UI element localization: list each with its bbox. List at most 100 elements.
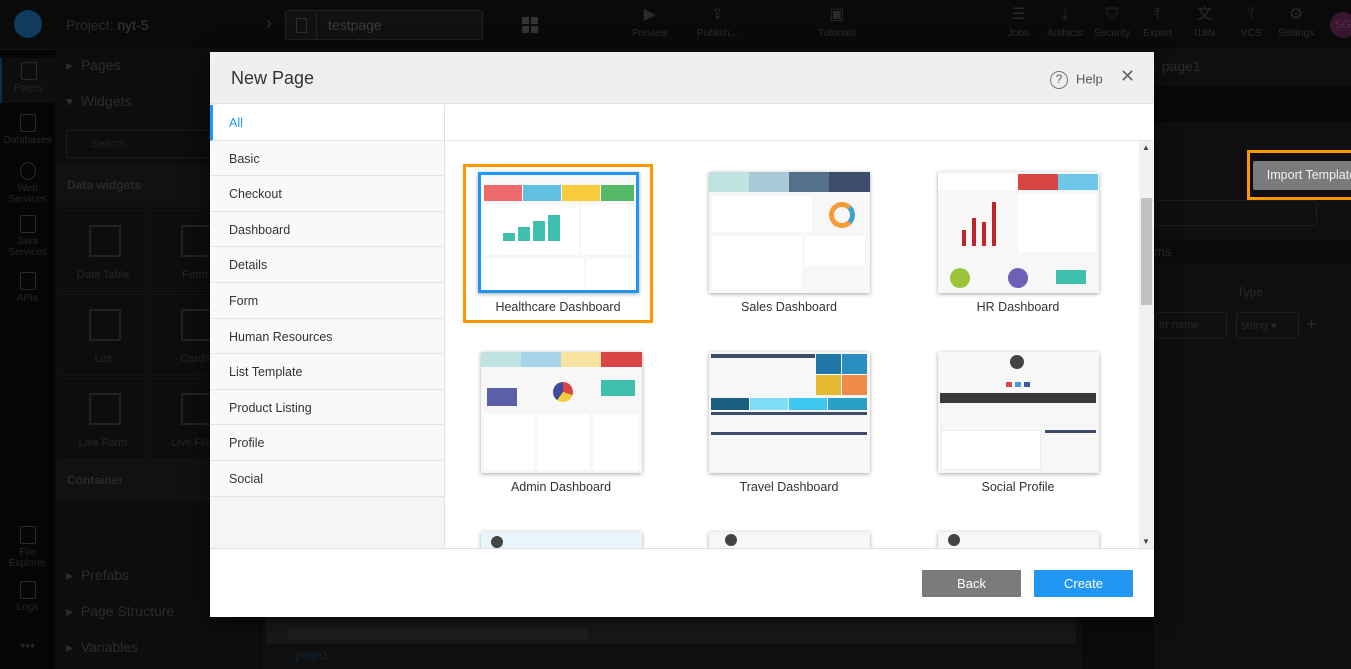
globe-icon bbox=[19, 162, 36, 180]
form-icon bbox=[181, 225, 213, 257]
category-profile[interactable]: Profile bbox=[210, 425, 444, 461]
youtube-icon: ▣ bbox=[829, 6, 845, 23]
chevron-right-icon: › bbox=[266, 13, 272, 33]
rail-web-services[interactable]: Web Services bbox=[0, 162, 55, 205]
help-button[interactable]: ? Help bbox=[1050, 71, 1103, 89]
rail-label: APIs bbox=[16, 293, 39, 304]
category-checkout[interactable]: Checkout bbox=[210, 176, 444, 212]
create-button[interactable]: Create bbox=[1034, 570, 1133, 597]
tutorials-button[interactable]: ▣ Tutorials bbox=[818, 6, 856, 39]
page-tab[interactable]: page1 bbox=[295, 648, 329, 662]
widget-live-filter[interactable]: Live Filter bbox=[150, 378, 240, 460]
category-all[interactable]: All bbox=[210, 105, 444, 141]
template-thumbnail bbox=[937, 172, 1099, 293]
rail-pages[interactable]: Pages bbox=[0, 58, 55, 103]
widget-label: Form bbox=[182, 269, 208, 281]
rail-logs[interactable]: Logs bbox=[0, 581, 55, 613]
prefabs-section[interactable]: ▸ Prefabs bbox=[66, 567, 130, 583]
jobs-button[interactable]: ☰ Jobs bbox=[1008, 6, 1029, 39]
template-profile-1[interactable] bbox=[466, 532, 656, 548]
pages-icon bbox=[20, 62, 37, 80]
params-section: ms bbox=[1154, 240, 1351, 264]
template-thumbnail bbox=[937, 532, 1099, 548]
publish-label: Publish... bbox=[697, 28, 739, 39]
artifacts-button[interactable]: ⤓ Artifacts bbox=[1047, 6, 1083, 39]
rail-databases[interactable]: Databases bbox=[0, 114, 55, 146]
close-icon[interactable]: ✕ bbox=[1120, 66, 1136, 86]
scroll-down-icon[interactable]: ▼ bbox=[1142, 537, 1150, 546]
file-icon bbox=[296, 18, 307, 33]
widget-data-table[interactable]: Data Table bbox=[58, 210, 148, 292]
scroll-up-icon[interactable]: ▲ bbox=[1142, 143, 1150, 152]
widgets-section[interactable]: ▾ Widgets bbox=[66, 93, 132, 109]
template-profile-3[interactable] bbox=[923, 532, 1113, 548]
rail-java-services[interactable]: Java Services bbox=[0, 215, 55, 258]
database-icon bbox=[19, 114, 36, 132]
category-human-resources[interactable]: Human Resources bbox=[210, 318, 444, 355]
template-hr-dashboard[interactable]: HR Dashboard bbox=[923, 172, 1113, 314]
rail-file-explorer[interactable]: File Explorer bbox=[0, 526, 55, 569]
template-social-profile[interactable]: Social Profile bbox=[923, 352, 1113, 494]
settings-label: Settings bbox=[1278, 28, 1315, 39]
template-sales-dashboard[interactable]: Sales Dashboard bbox=[694, 172, 884, 314]
param-name-input[interactable]: er name bbox=[1154, 312, 1227, 339]
type-select[interactable]: string ▾ bbox=[1236, 312, 1299, 339]
grid-icon[interactable] bbox=[522, 17, 538, 33]
add-icon[interactable]: + bbox=[1306, 314, 1317, 334]
template-label: HR Dashboard bbox=[976, 300, 1060, 314]
properties-tabs bbox=[1154, 86, 1351, 122]
pages-section[interactable]: ▸ Pages bbox=[66, 57, 121, 73]
widget-label: Data Table bbox=[76, 269, 130, 281]
category-dashboard[interactable]: Dashboard bbox=[210, 211, 444, 248]
dialog-header: New Page ? Help ✕ bbox=[210, 52, 1154, 104]
import-template-button[interactable]: Import Template bbox=[1253, 161, 1351, 190]
template-scrollbar[interactable]: ▲ ▼ bbox=[1139, 141, 1154, 548]
page-selector[interactable]: testpage bbox=[285, 10, 538, 40]
avatar[interactable]: SG bbox=[1330, 12, 1351, 38]
variables-section[interactable]: ▸ Variables bbox=[66, 639, 139, 655]
rail-label: File Explorer bbox=[8, 547, 47, 569]
category-form[interactable]: Form bbox=[210, 282, 444, 319]
scroll-thumb[interactable] bbox=[1141, 198, 1152, 305]
import-template-highlight bbox=[1247, 150, 1351, 200]
security-button[interactable]: ⛉ Security bbox=[1094, 6, 1130, 39]
project-label: Project: bbox=[66, 17, 114, 33]
category-basic[interactable]: Basic bbox=[210, 140, 444, 177]
rail-apis[interactable]: APIs bbox=[0, 272, 55, 304]
widget-live-form[interactable]: Live Form bbox=[58, 378, 148, 460]
export-button[interactable]: ⤒ Export bbox=[1143, 6, 1172, 39]
category-product-listing[interactable]: Product Listing bbox=[210, 389, 444, 426]
category-social[interactable]: Social bbox=[210, 460, 444, 497]
template-thumbnail bbox=[477, 172, 639, 293]
template-travel-dashboard[interactable]: Travel Dashboard bbox=[694, 352, 884, 494]
properties-title: : page1 bbox=[1154, 58, 1201, 74]
widget-label: Cards bbox=[180, 353, 210, 365]
horizontal-scrollbar[interactable] bbox=[266, 617, 1076, 644]
i18n-label: I18N bbox=[1194, 28, 1216, 39]
i18n-button[interactable]: 文 I18N bbox=[1194, 6, 1215, 39]
template-label: Social Profile bbox=[981, 480, 1055, 494]
template-profile-2[interactable] bbox=[694, 532, 884, 548]
category-list-template[interactable]: List Template bbox=[210, 354, 444, 390]
settings-button[interactable]: ⚙ Settings bbox=[1278, 6, 1314, 39]
template-admin-dashboard[interactable]: Admin Dashboard bbox=[466, 352, 656, 494]
template-label: Healthcare Dashboard bbox=[495, 300, 621, 314]
page-structure-section[interactable]: ▸ Page Structure bbox=[66, 603, 175, 619]
shield-icon: ⛉ bbox=[1106, 6, 1119, 23]
preview-button[interactable]: ▶ Preview bbox=[632, 6, 668, 39]
project-title: Project: nyt-5 bbox=[66, 17, 148, 33]
folder-icon bbox=[19, 526, 36, 544]
widget-label: Live Form bbox=[78, 437, 128, 449]
template-healthcare-dashboard[interactable]: Healthcare Dashboard bbox=[463, 164, 653, 323]
new-page-dialog: New Page ? Help ✕ All Basic Checkout Dash… bbox=[210, 52, 1351, 617]
scroll-thumb[interactable] bbox=[288, 629, 588, 640]
back-button[interactable]: Back bbox=[922, 570, 1021, 597]
template-label: Travel Dashboard bbox=[739, 480, 839, 494]
publish-button[interactable]: ⇪ Publish... bbox=[697, 6, 738, 39]
translate-icon: 文 bbox=[1196, 6, 1213, 23]
vcs-button[interactable]: ᛘ VCS bbox=[1241, 6, 1262, 39]
more-icon[interactable]: ••• bbox=[20, 637, 35, 653]
widget-list[interactable]: List bbox=[58, 294, 148, 376]
property-input[interactable] bbox=[1154, 200, 1317, 226]
category-details[interactable]: Details bbox=[210, 247, 444, 283]
